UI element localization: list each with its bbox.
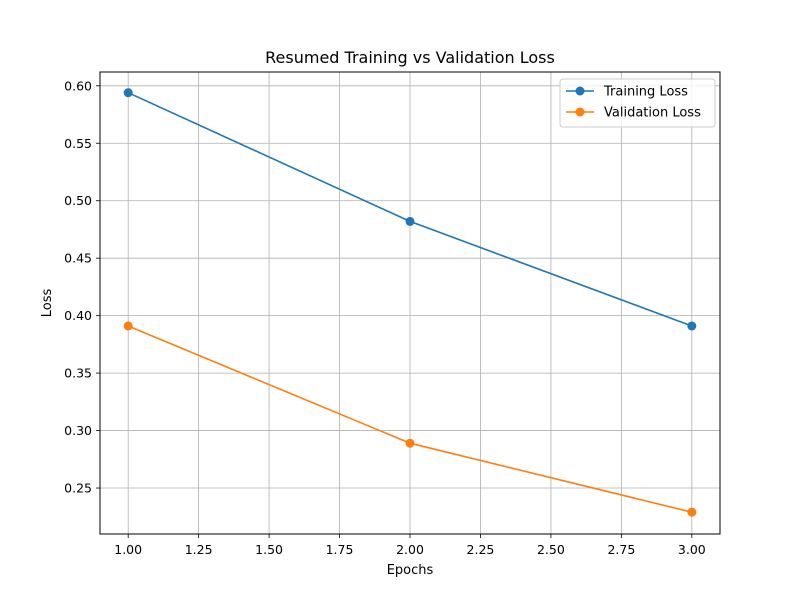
chart-title: Resumed Training vs Validation Loss <box>265 48 555 67</box>
data-point-training-loss <box>123 88 133 98</box>
grid <box>100 72 720 534</box>
data-point-training-loss <box>405 216 415 226</box>
ticks: 1.00 1.25 1.50 1.75 2.00 2.25 2.50 2.75 3.00 0.25… <box>64 78 706 557</box>
legend-label-training-loss: Training Loss <box>603 85 688 100</box>
legend-box <box>559 78 716 128</box>
y-tick-label: 0.60 <box>64 78 92 93</box>
y-axis-label: Loss <box>40 289 55 318</box>
series-layer <box>123 88 697 517</box>
y-tick-label: 0.40 <box>64 308 92 323</box>
x-tick-label: 3.00 <box>678 542 706 557</box>
y-tick-label: 0.35 <box>64 366 92 381</box>
y-tick-label: 0.50 <box>64 193 92 208</box>
legend-label-validation-loss: Validation Loss <box>604 106 701 121</box>
y-tick-label: 0.25 <box>64 481 92 496</box>
x-tick-label: 2.75 <box>607 542 635 557</box>
x-tick-label: 2.25 <box>467 542 495 557</box>
y-tick-label: 0.55 <box>64 136 92 151</box>
data-point-validation-loss <box>123 321 133 331</box>
x-tick-label: 1.25 <box>185 542 213 557</box>
legend-marker-validation-loss <box>575 107 585 117</box>
x-tick-label: 1.00 <box>114 542 142 557</box>
data-point-training-loss <box>687 321 697 331</box>
data-point-validation-loss <box>687 507 697 517</box>
legend-marker-training-loss <box>575 86 585 96</box>
x-tick-label: 2.00 <box>396 542 424 557</box>
y-tick-label: 0.45 <box>64 251 92 266</box>
x-tick-label: 1.50 <box>255 542 283 557</box>
x-tick-label: 1.75 <box>326 542 354 557</box>
y-tick-label: 0.30 <box>64 423 92 438</box>
legend: Training Loss Validation Loss <box>559 78 716 128</box>
data-point-validation-loss <box>405 438 415 448</box>
x-tick-label: 2.50 <box>537 542 565 557</box>
x-axis-label: Epochs <box>387 563 434 578</box>
